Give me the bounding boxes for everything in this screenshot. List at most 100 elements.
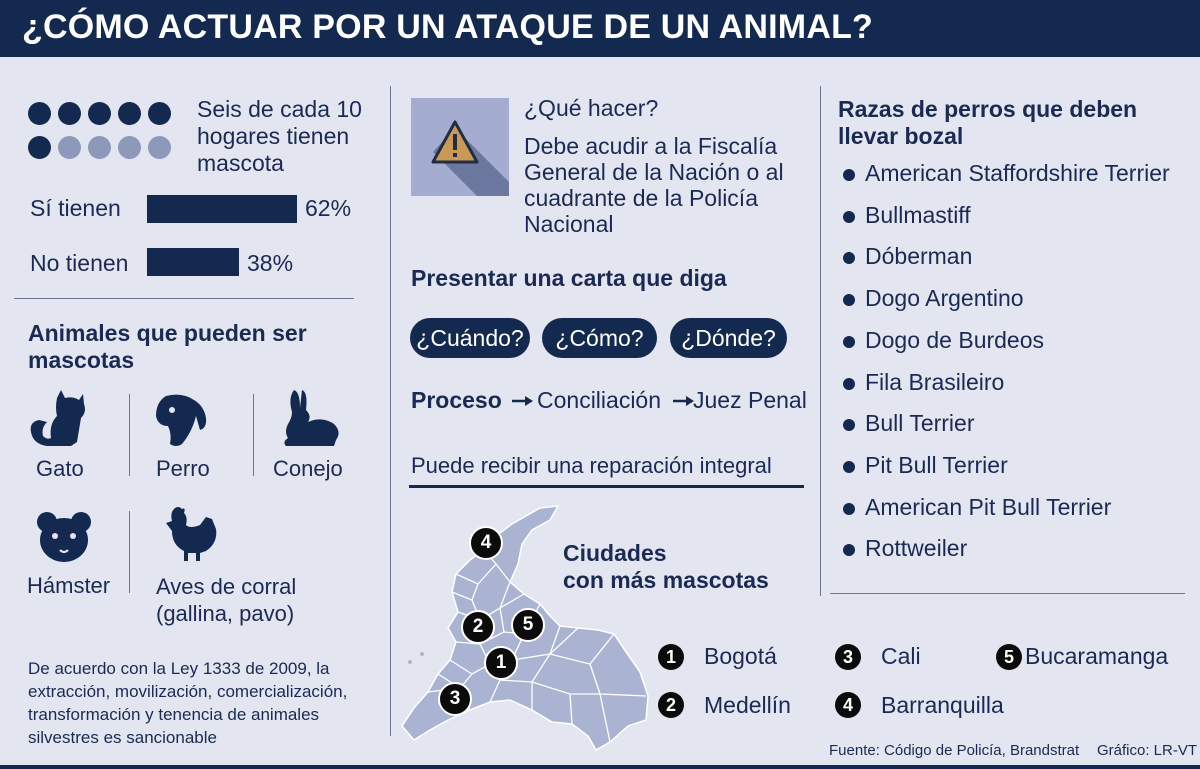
- cities-title-line1: Ciudades: [563, 540, 667, 566]
- what-to-do-line4: Nacional: [524, 211, 614, 237]
- rabbit-icon: [284, 390, 339, 446]
- chicken-icon: [166, 507, 217, 561]
- arrow-right-icon: [512, 396, 533, 406]
- households-text-line2: hogares tienen: [197, 123, 350, 149]
- city-name-1: Bogotá: [704, 643, 777, 669]
- pet-label-dog: Perro: [156, 456, 210, 481]
- letter-title: Presentar una carta que diga: [411, 265, 727, 291]
- column-divider-left: [390, 86, 391, 736]
- reparation-text: Puede recibir una reparación integral: [411, 453, 772, 478]
- pet-divider-2: [253, 394, 254, 476]
- footer-source: Fuente: Código de Policía, Brandstrat: [829, 742, 1080, 759]
- city-number-4: 4: [835, 692, 861, 718]
- process-label: Proceso: [411, 387, 502, 413]
- pill-how: ¿Cómo?: [542, 318, 657, 358]
- pet-label-rabbit: Conejo: [273, 456, 343, 481]
- breed-item: Dogo de Burdeos: [865, 326, 1045, 353]
- breed-bullet: [843, 544, 855, 557]
- breed-bullet: [843, 419, 855, 432]
- breed-item: Rottweiler: [865, 535, 968, 562]
- pet-label-poultry-line2: (gallina, pavo): [156, 601, 295, 626]
- pets-title-line2: mascotas: [28, 347, 135, 373]
- city-name-3: Cali: [881, 643, 921, 669]
- what-to-do-title: ¿Qué hacer?: [524, 95, 659, 121]
- pets-title-line1: Animales que pueden ser: [28, 320, 307, 346]
- column-divider-right: [820, 86, 821, 596]
- household-dot-filled: [58, 102, 81, 125]
- households-text-line3: mascota: [197, 150, 284, 176]
- breed-bullet: [843, 460, 855, 473]
- breed-item: Dogo Argentino: [865, 285, 1024, 312]
- breed-bullet: [843, 294, 855, 307]
- pet-divider-3: [129, 511, 130, 593]
- section-divider-households: [14, 298, 354, 299]
- breed-item: American Pit Bull Terrier: [865, 493, 1112, 520]
- law-note-line2: extracción, movilización, comercializaci…: [28, 682, 348, 701]
- household-dot-filled: [88, 102, 111, 125]
- arrow-right-icon: [673, 396, 694, 406]
- pet-label-cat: Gato: [36, 456, 84, 481]
- city-number-5: 5: [996, 644, 1022, 670]
- map-marker-4: 4: [469, 526, 503, 560]
- pill-where: ¿Dónde?: [670, 318, 787, 358]
- hamster-icon: [37, 512, 91, 562]
- header-bar: [0, 0, 1200, 57]
- household-dot-filled: [118, 102, 141, 125]
- city-name-2: Medellín: [704, 692, 791, 718]
- city-number-2: 2: [658, 692, 684, 718]
- household-dot-empty: [88, 136, 111, 159]
- household-dot-empty: [58, 136, 81, 159]
- city-name-4: Barranquilla: [881, 692, 1004, 718]
- pet-label-poultry-line1: Aves de corral: [156, 574, 297, 599]
- bar-value-yes: 62%: [305, 195, 352, 221]
- breeds-title-line2: llevar bozal: [838, 123, 964, 149]
- reparation-underline: [409, 485, 804, 488]
- cities-title-line2: con más mascotas: [563, 567, 769, 593]
- what-to-do-line2: General de la Nación o al: [524, 159, 784, 185]
- bar-no: [147, 248, 239, 276]
- bar-yes: [147, 195, 297, 223]
- breed-bullet: [843, 252, 855, 265]
- map-marker-3: 3: [438, 682, 472, 716]
- city-number-1: 1: [658, 644, 684, 670]
- bar-value-no: 38%: [247, 250, 294, 276]
- breed-bullet: [843, 169, 855, 181]
- what-to-do-line1: Debe acudir a la Fiscalía: [524, 133, 778, 159]
- law-note-line4: silvestres es sancionable: [28, 728, 217, 747]
- pet-label-hamster: Hámster: [27, 573, 111, 598]
- city-number-3: 3: [835, 644, 861, 670]
- breed-bullet: [843, 210, 855, 223]
- breed-item: Bullmastiff: [865, 201, 971, 228]
- map-marker-1: 1: [484, 646, 518, 680]
- map-marker-2: 2: [461, 610, 495, 644]
- breed-bullet: [843, 335, 855, 348]
- cat-icon: [30, 390, 86, 446]
- bar-label-yes: Sí tienen: [30, 195, 121, 221]
- breed-item: Pit Bull Terrier: [865, 451, 1008, 478]
- footer-credit: Gráfico: LR-VT: [1097, 742, 1198, 759]
- dog-icon: [156, 394, 207, 446]
- household-dot-filled: [148, 102, 171, 125]
- warning-icon: [411, 98, 509, 196]
- city-name-5: Bucaramanga: [1025, 643, 1169, 669]
- household-dot-empty: [148, 136, 171, 159]
- footer-bar: [0, 765, 1200, 769]
- pet-divider-1: [129, 394, 130, 476]
- law-note-line1: De acuerdo con la Ley 1333 de 2009, la: [28, 659, 330, 678]
- household-dot-filled: [28, 136, 51, 159]
- breed-item: American Staffordshire Terrier: [865, 160, 1170, 186]
- household-dot-filled: [28, 102, 51, 125]
- breed-item: Dóberman: [865, 243, 973, 270]
- process-step2: Juez Penal: [693, 387, 807, 413]
- household-dot-empty: [118, 136, 141, 159]
- what-to-do-line3: cuadrante de la Policía: [524, 185, 758, 211]
- breed-item: Fila Brasileiro: [865, 368, 1005, 395]
- process-step1: Conciliación: [537, 387, 662, 413]
- page-title: ¿CÓMO ACTUAR POR UN ATAQUE DE UN ANIMAL?: [22, 8, 874, 46]
- pill-when: ¿Cuándo?: [410, 318, 530, 358]
- section-divider-breeds: [830, 593, 1185, 594]
- law-note-line3: transformación y tenencia de animales: [28, 705, 320, 724]
- households-text-line1: Seis de cada 10: [197, 96, 362, 122]
- map-marker-5: 5: [511, 608, 545, 642]
- bar-label-no: No tienen: [30, 250, 129, 276]
